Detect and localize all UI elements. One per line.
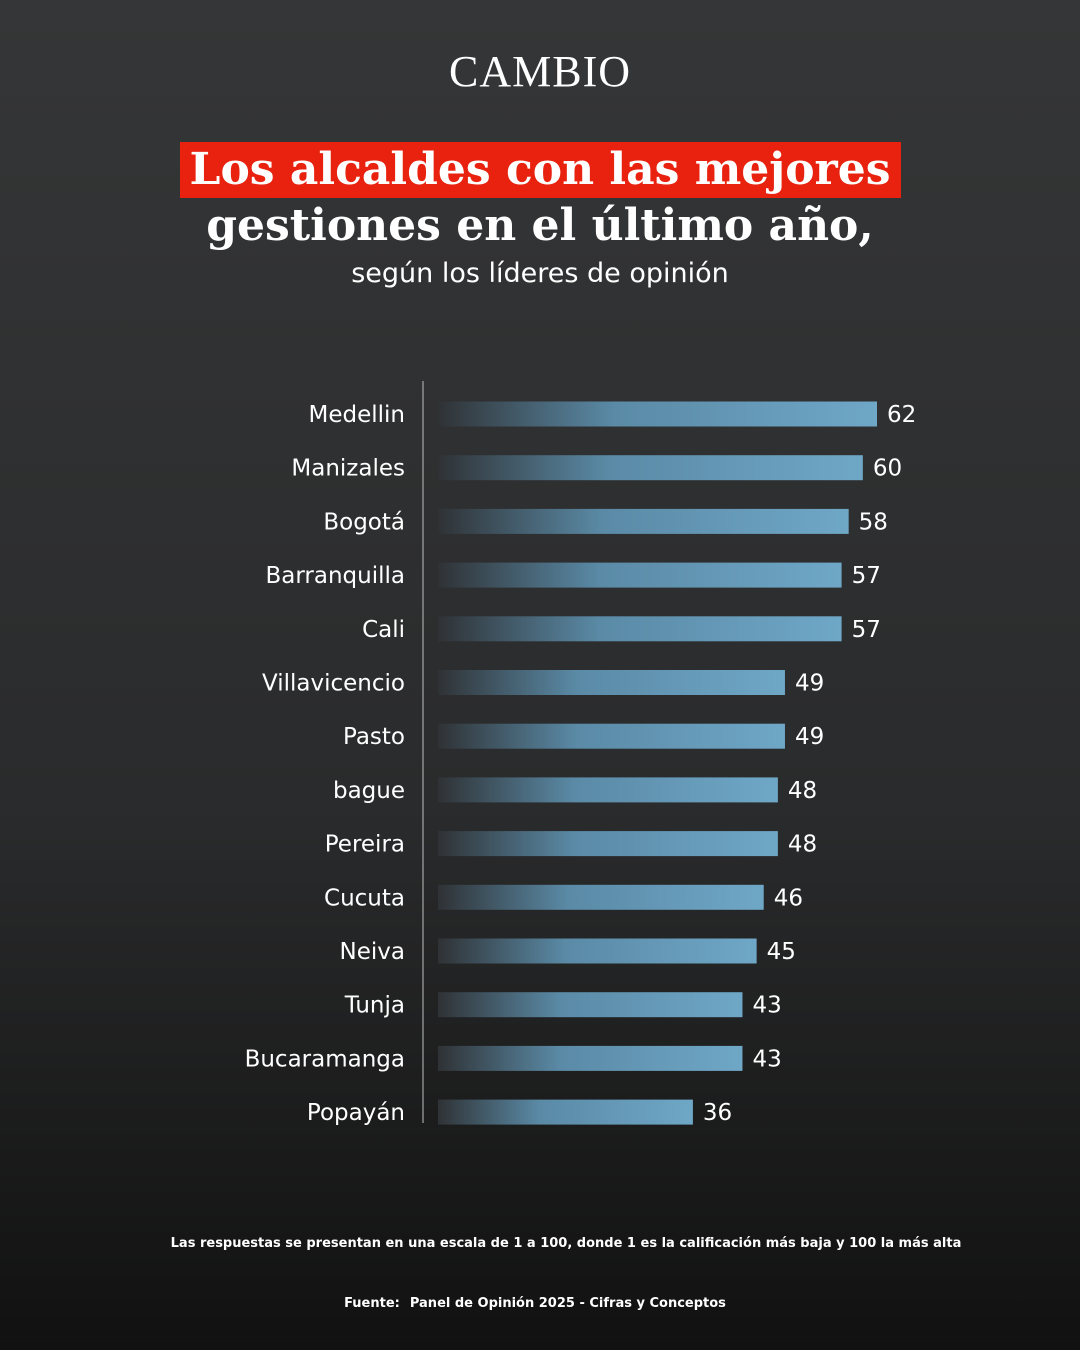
bar [438,1099,693,1125]
value-label: 58 [859,509,888,535]
value-label: 48 [788,778,817,804]
category-label: Manizales [291,456,405,482]
bar [438,777,778,803]
value-label: 45 [767,939,796,965]
bar [438,884,764,910]
value-label: 60 [873,456,902,482]
source-label: Fuente: [344,1296,400,1311]
category-label: Villavicencio [262,671,405,697]
bar [438,508,849,534]
title-line-2: gestiones en el último año, [206,200,874,251]
value-label: 43 [752,1046,781,1072]
category-label: Cali [362,617,405,643]
category-label: Barranquilla [266,563,406,589]
value-label: 43 [752,993,781,1019]
source-text: Panel de Opinión 2025 - Cifras y Concept… [409,1296,726,1311]
bar [438,723,785,749]
source-line: Fuente: Panel de Opinión 2025 - Cifras y … [0,1296,1080,1311]
category-label: Tunja [344,993,405,1019]
bars-group: Medellin 62 Manizales 60 Bogotá 58 Barranquill… [245,401,916,1126]
category-label: Pasto [343,724,405,750]
bar [438,1045,743,1071]
value-label: 48 [788,832,817,858]
category-label: bague [333,778,405,804]
bar [438,992,743,1018]
category-label: Medellin [309,402,406,428]
bar [438,562,842,588]
category-label: Pereira [325,832,405,858]
subtitle: según los líderes de opinión [351,258,729,289]
category-label: Cucuta [324,885,405,911]
brand-logo: CAMBIO [448,47,632,96]
category-label: Bogotá [323,509,405,535]
bar [438,401,877,427]
title-highlight: Los alcaldes con las mejores [179,142,901,198]
bar [438,938,757,964]
category-label: Popayán [307,1100,405,1126]
value-label: 46 [774,885,803,911]
value-label: 49 [795,671,824,697]
bar [438,831,778,857]
value-label: 57 [852,617,881,643]
value-label: 49 [795,724,824,750]
scale-note: Las respuestas se presentan en una escal… [170,1236,962,1251]
bar [438,670,785,695]
bar [438,455,863,481]
bar [438,616,842,642]
value-label: 57 [852,563,881,589]
title-block: Los alcaldes con las mejores gestiones e… [0,142,1080,292]
value-label: 36 [703,1100,732,1126]
category-label: Neiva [340,939,405,965]
category-label: Bucaramanga [245,1046,405,1072]
value-label: 62 [887,402,916,428]
